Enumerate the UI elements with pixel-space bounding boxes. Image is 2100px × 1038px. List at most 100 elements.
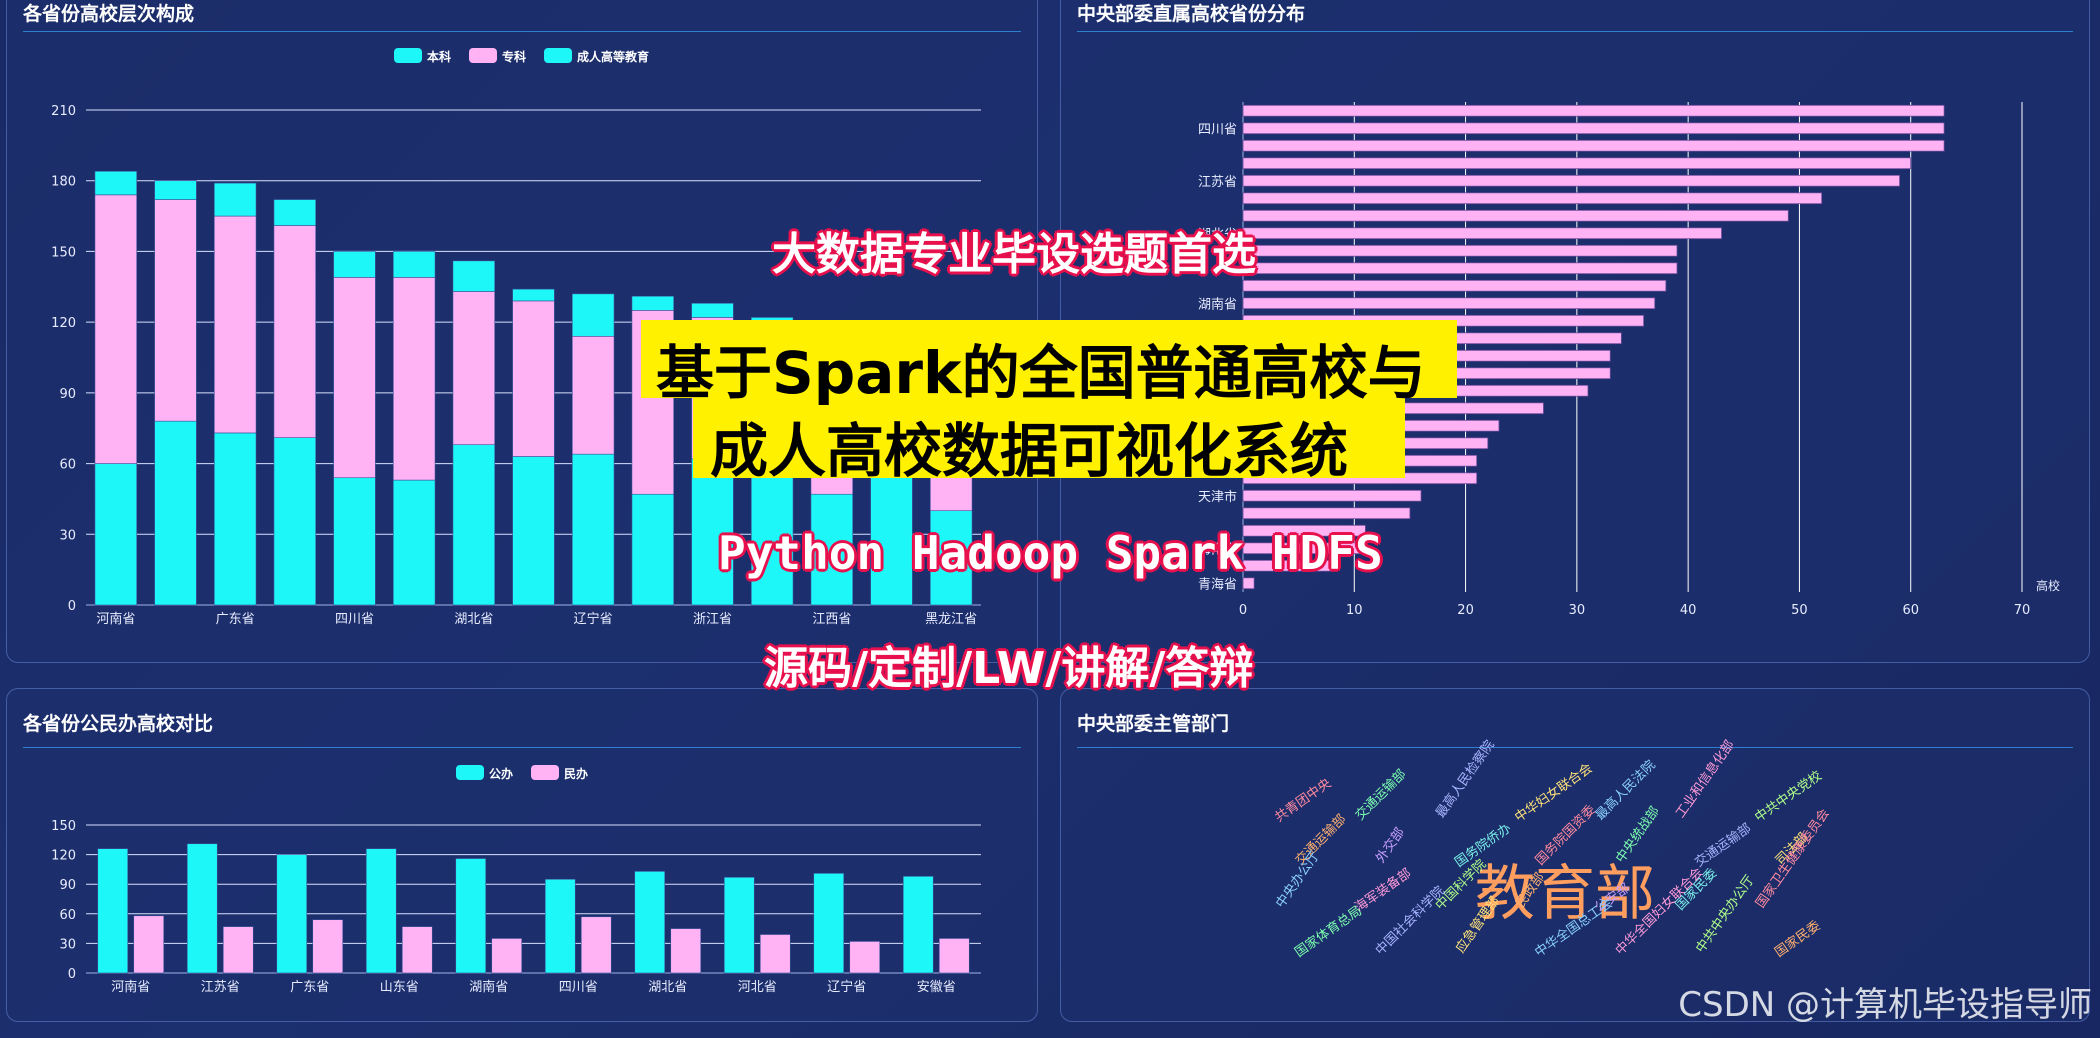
bar xyxy=(97,848,129,974)
axis-label: 高校 xyxy=(2036,578,2060,593)
bar-segment xyxy=(94,170,138,196)
y-tick-label: 60 xyxy=(59,458,76,473)
bar xyxy=(133,915,165,974)
bar xyxy=(670,928,702,974)
csdn-watermark: CSDN @计算机毕设指导师 xyxy=(1678,985,2092,1025)
bar xyxy=(186,843,218,974)
bar xyxy=(491,938,523,974)
x-tick-label: 浙江省 xyxy=(693,612,732,627)
bar xyxy=(1242,507,1411,520)
wordcloud-word: 交通运输部 xyxy=(1692,820,1755,871)
bar-segment xyxy=(273,437,317,606)
wordcloud-word: 外交部 xyxy=(1373,825,1408,866)
overlay-title-2: 成人高校数据可视化系统 xyxy=(710,417,1349,485)
bar-segment xyxy=(571,453,615,606)
bar xyxy=(1242,542,1366,555)
legend-swatch xyxy=(544,48,572,63)
bar xyxy=(1242,577,1255,590)
bar-segment xyxy=(213,215,257,434)
bar-segment xyxy=(333,277,376,479)
bar xyxy=(1242,279,1667,292)
legend-label: 专科 xyxy=(502,49,526,64)
bar xyxy=(634,871,666,974)
x-tick-label: 广东省 xyxy=(290,980,329,995)
bar xyxy=(902,876,934,974)
overlay-tech-stack: Python Hadoop Spark HDFS xyxy=(718,526,1383,580)
bar xyxy=(1242,559,1333,572)
x-tick-label: 安徽省 xyxy=(917,980,956,995)
x-tick-label: 40 xyxy=(1680,603,1697,618)
y-tick-label: 江苏省 xyxy=(1198,174,1237,190)
y-tick-label: 四川省 xyxy=(1198,122,1237,137)
panel-title: 中央部委主管部门 xyxy=(1077,713,1230,735)
y-tick-label: 90 xyxy=(59,387,76,402)
bar xyxy=(276,854,308,974)
x-tick-label: 江西省 xyxy=(812,612,851,627)
y-tick-label: 60 xyxy=(59,908,76,923)
bar-segment xyxy=(333,477,376,606)
bar-segment xyxy=(273,225,317,438)
bar-segment xyxy=(691,302,734,318)
bar-segment xyxy=(392,277,436,481)
y-tick-label: 180 xyxy=(51,175,76,190)
y-tick-label: 天津市 xyxy=(1198,489,1237,505)
x-tick-label: 60 xyxy=(1902,603,1919,618)
y-tick-label: 90 xyxy=(59,878,76,893)
legend-label: 民办 xyxy=(564,766,588,781)
bar-segment xyxy=(631,493,675,606)
y-tick-label: 湖南省 xyxy=(1198,296,1237,312)
x-tick-label: 黑龙江省 xyxy=(925,612,977,627)
bar-segment xyxy=(571,335,615,455)
overlay-title-box-2 xyxy=(693,392,1405,478)
x-tick-label: 辽宁省 xyxy=(574,611,613,627)
legend-swatch xyxy=(469,48,497,63)
bar xyxy=(1242,297,1656,310)
bar xyxy=(813,873,845,974)
bar-segment xyxy=(213,432,257,606)
bar-segment xyxy=(94,463,138,606)
x-tick-label: 河北省 xyxy=(738,980,777,995)
bar-segment xyxy=(631,295,675,311)
panel-ministry-wordcloud: 中央部委主管部门 xyxy=(1060,688,2090,1022)
x-tick-label: 四川省 xyxy=(559,980,598,995)
bar xyxy=(1242,262,1678,275)
x-tick-label: 河南省 xyxy=(96,611,135,627)
x-tick-label: 辽宁省 xyxy=(827,979,866,995)
bar xyxy=(1242,122,1945,135)
panel-divider xyxy=(1077,31,2073,32)
x-tick-label: 江苏省 xyxy=(201,979,240,995)
panel-title: 各省份高校层次构成 xyxy=(23,3,195,25)
bar xyxy=(1242,139,1945,152)
panel-title: 各省份公民办高校对比 xyxy=(23,713,214,735)
bar-segment xyxy=(571,293,615,337)
overlay-headline: 大数据专业毕设选题首选 xyxy=(772,229,1256,280)
bar-segment xyxy=(213,182,257,217)
bar-segment xyxy=(512,288,555,302)
legend-label: 公办 xyxy=(489,766,513,781)
bar xyxy=(849,941,881,974)
legend-swatch xyxy=(531,765,559,780)
x-tick-label: 广东省 xyxy=(216,612,255,627)
bar xyxy=(1242,244,1678,257)
bar-segment xyxy=(94,194,138,464)
bar-segment xyxy=(273,199,317,226)
y-tick-label: 120 xyxy=(51,849,76,864)
legend-label: 成人高等教育 xyxy=(577,49,649,64)
bar xyxy=(365,848,397,974)
bar-segment xyxy=(392,479,436,606)
bar xyxy=(1242,104,1945,117)
bar-segment xyxy=(392,251,436,278)
bar-segment xyxy=(154,180,197,200)
overlay-title-box-1 xyxy=(641,320,1457,398)
y-tick-label: 湖北省 xyxy=(1198,227,1237,242)
legend-label: 本科 xyxy=(427,49,451,64)
panel-title: 中央部委直属高校省份分布 xyxy=(1077,3,1306,25)
legend-swatch xyxy=(394,48,422,63)
y-tick-label: 150 xyxy=(51,245,76,260)
bar xyxy=(222,926,254,974)
panel-divider xyxy=(23,747,1021,748)
y-tick-label: 青海省 xyxy=(1198,577,1237,592)
y-tick-label: 30 xyxy=(59,937,76,952)
y-tick-label: 0 xyxy=(68,599,76,614)
overlay-title-1: 基于Spark的全国普通高校与 xyxy=(656,339,1426,407)
